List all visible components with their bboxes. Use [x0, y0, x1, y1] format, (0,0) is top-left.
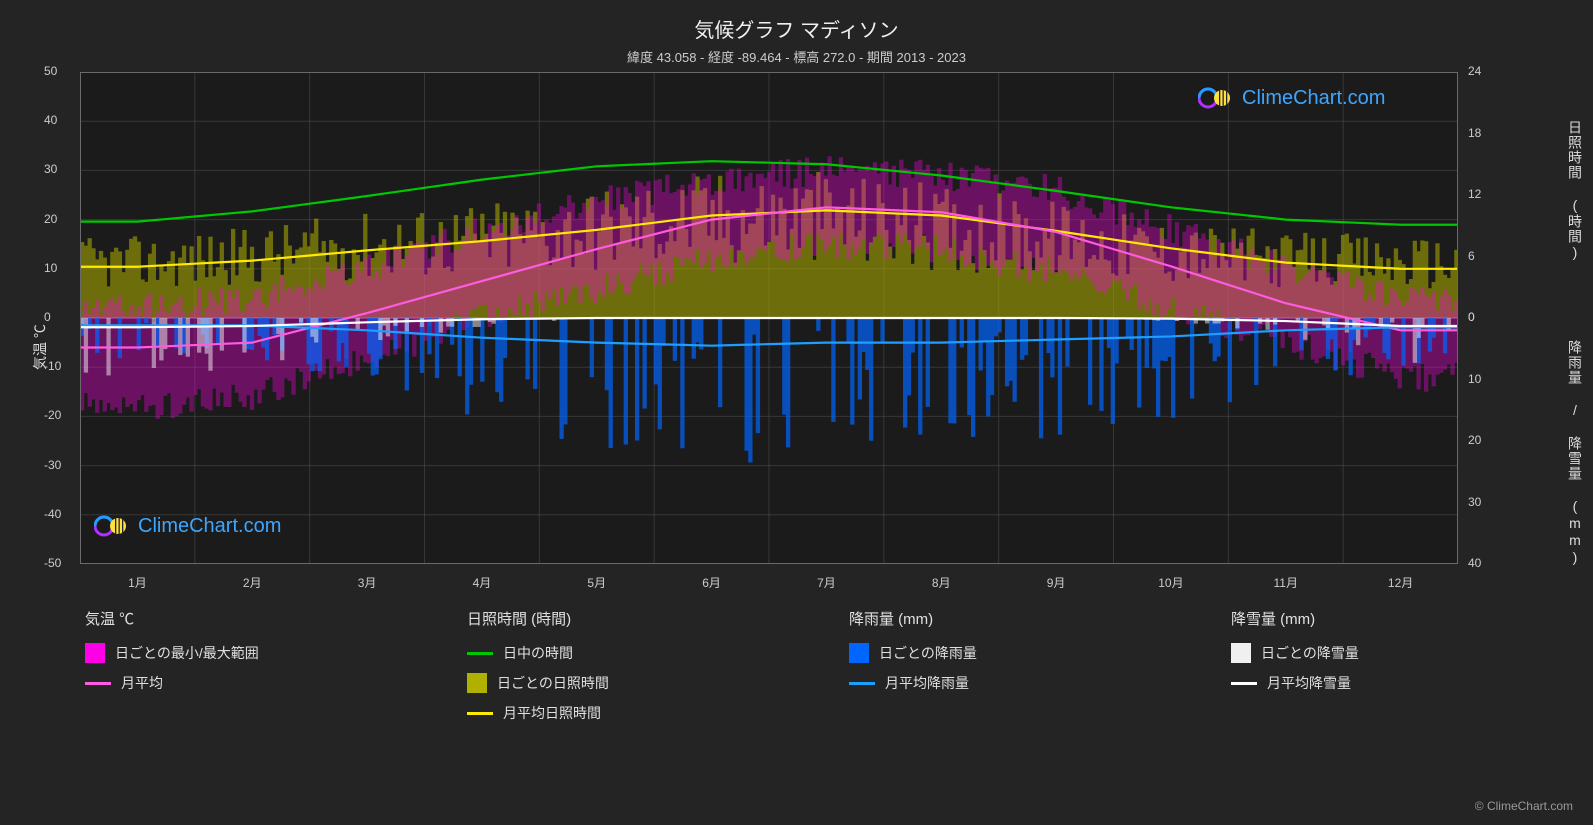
tick-label: -50	[44, 556, 61, 570]
legend-swatch	[1231, 643, 1251, 663]
tick-label: 50	[44, 64, 57, 78]
tick-label: 7月	[817, 574, 836, 591]
legend-label: 日中の時間	[503, 643, 573, 663]
legend-swatch	[849, 643, 869, 663]
legend-title: 気温 ℃	[85, 608, 407, 629]
legend-column: 降雨量 (mm) 日ごとの降雨量月平均降雨量	[849, 608, 1171, 733]
tick-label: -30	[44, 458, 61, 472]
legend-label: 日ごとの降雨量	[879, 643, 977, 663]
watermark: ClimeChart.com	[1198, 86, 1385, 110]
legend-label: 月平均降雨量	[885, 673, 969, 693]
watermark-text: ClimeChart.com	[138, 515, 281, 538]
chart-title: 気候グラフ マディソン	[0, 0, 1593, 43]
legend-swatch	[467, 712, 493, 715]
tick-label: 9月	[1047, 574, 1066, 591]
tick-label: 0	[1468, 310, 1475, 324]
legend-column: 降雪量 (mm) 日ごとの降雪量月平均降雪量	[1231, 608, 1553, 733]
tick-label: 30	[1468, 495, 1481, 509]
tick-label: -10	[44, 359, 61, 373]
legend-item: 月平均降雪量	[1231, 673, 1553, 693]
legend-item: 月平均	[85, 673, 407, 693]
tick-label: 1月	[128, 574, 147, 591]
chart-svg	[80, 72, 1458, 564]
legend-label: 日ごとの最小/最大範囲	[115, 643, 259, 663]
legend-column: 日照時間 (時間) 日中の時間日ごとの日照時間月平均日照時間	[467, 608, 789, 733]
legend-item: 日ごとの最小/最大範囲	[85, 643, 407, 663]
chart-subtitle: 緯度 43.058 - 経度 -89.464 - 標高 272.0 - 期間 2…	[0, 43, 1593, 66]
tick-label: 20	[1468, 433, 1481, 447]
watermark: ClimeChart.com	[94, 514, 281, 538]
tick-label: 24	[1468, 64, 1481, 78]
tick-label: 3月	[358, 574, 377, 591]
tick-label: 40	[1468, 556, 1481, 570]
legend-column: 気温 ℃ 日ごとの最小/最大範囲月平均	[85, 608, 407, 733]
tick-label: 10	[44, 261, 57, 275]
legend-item: 月平均日照時間	[467, 703, 789, 723]
legend-title: 降雨量 (mm)	[849, 608, 1171, 629]
legend-item: 日中の時間	[467, 643, 789, 663]
tick-label: 18	[1468, 126, 1481, 140]
legend-swatch	[1231, 682, 1257, 685]
legend-title: 降雪量 (mm)	[1231, 608, 1553, 629]
tick-label: 20	[44, 212, 57, 226]
copyright-text: © ClimeChart.com	[1475, 799, 1573, 813]
tick-label: 11月	[1274, 574, 1298, 591]
y-axis-right-bottom-label: 降雨量 / 降雪量 (mm)	[1565, 340, 1585, 566]
legend-label: 月平均	[121, 673, 163, 693]
legend-swatch	[467, 652, 493, 655]
tick-label: 10	[1468, 372, 1481, 386]
tick-label: 6	[1468, 249, 1475, 263]
legend-item: 日ごとの降雨量	[849, 643, 1171, 663]
legend: 気温 ℃ 日ごとの最小/最大範囲月平均 日照時間 (時間) 日中の時間日ごとの日照時間…	[85, 608, 1553, 733]
legend-label: 日ごとの日照時間	[497, 673, 609, 693]
legend-item: 日ごとの日照時間	[467, 673, 789, 693]
tick-label: 0	[44, 310, 51, 324]
tick-label: -20	[44, 408, 61, 422]
legend-swatch	[467, 673, 487, 693]
legend-swatch	[849, 682, 875, 685]
legend-swatch	[85, 682, 111, 685]
legend-label: 日ごとの降雪量	[1261, 643, 1359, 663]
tick-label: 4月	[473, 574, 492, 591]
tick-label: 5月	[587, 574, 606, 591]
legend-item: 日ごとの降雪量	[1231, 643, 1553, 663]
tick-label: 30	[44, 162, 57, 176]
tick-label: 12	[1468, 187, 1481, 201]
legend-title: 日照時間 (時間)	[467, 608, 789, 629]
legend-label: 月平均降雪量	[1267, 673, 1351, 693]
climate-chart-plot	[80, 72, 1458, 564]
tick-label: 8月	[932, 574, 951, 591]
legend-swatch	[85, 643, 105, 663]
tick-label: -40	[44, 507, 61, 521]
climechart-logo-icon	[1198, 86, 1234, 110]
tick-label: 6月	[702, 574, 721, 591]
watermark-text: ClimeChart.com	[1242, 87, 1385, 110]
tick-label: 40	[44, 113, 57, 127]
tick-label: 2月	[243, 574, 262, 591]
legend-item: 月平均降雨量	[849, 673, 1171, 693]
tick-label: 10月	[1158, 574, 1183, 591]
y-axis-right-top-label: 日照時間 (時間)	[1565, 120, 1585, 261]
tick-label: 12月	[1388, 574, 1413, 591]
legend-label: 月平均日照時間	[503, 703, 601, 723]
climechart-logo-icon	[94, 514, 130, 538]
